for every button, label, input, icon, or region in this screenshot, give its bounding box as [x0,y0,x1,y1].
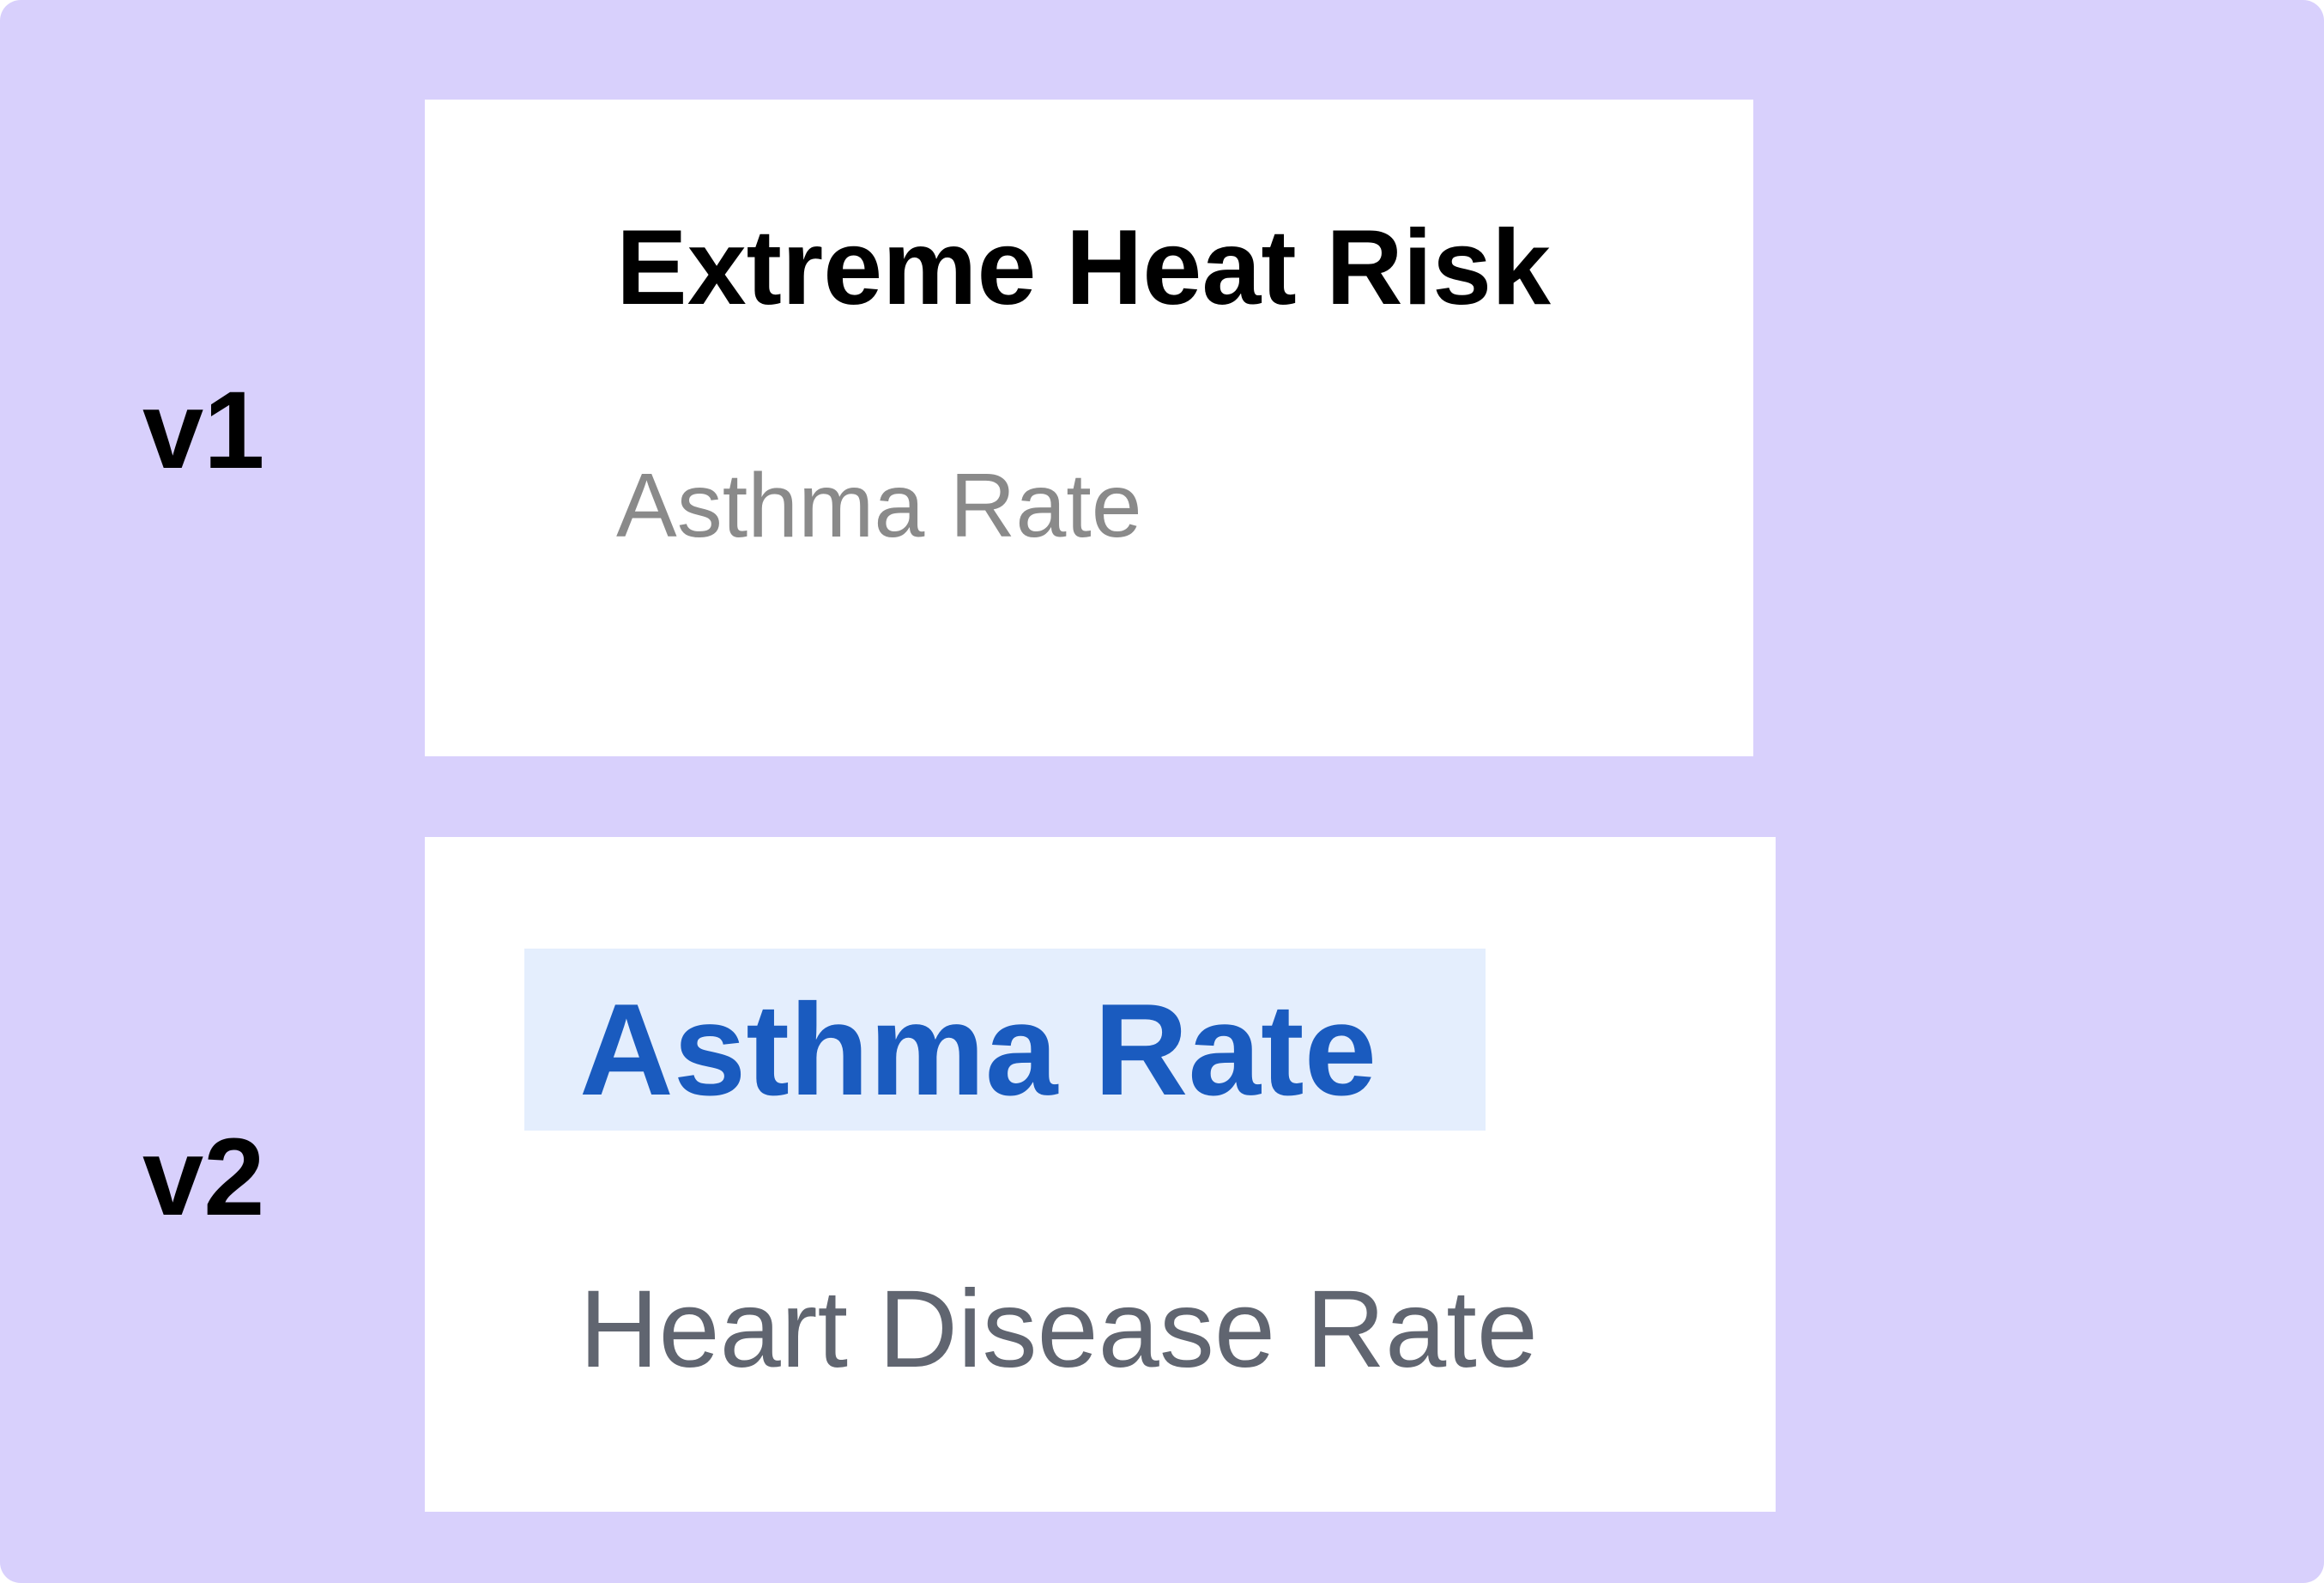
version-label-v1: v1 [142,369,265,492]
v2-selected-item[interactable]: Asthma Rate [524,949,1486,1131]
v2-selected-item-label: Asthma Rate [579,977,1377,1123]
version-label-v2: v2 [142,1116,265,1239]
v1-item-asthma-rate[interactable]: Asthma Rate [616,455,1142,556]
v2-card: Asthma Rate Heart Disease Rate [425,837,1776,1512]
v1-item-extreme-heat-risk[interactable]: Extreme Heat Risk [616,209,1551,327]
v1-card: Extreme Heat Risk Asthma Rate [425,100,1753,756]
v2-item-heart-disease-rate[interactable]: Heart Disease Rate [579,1268,1538,1391]
